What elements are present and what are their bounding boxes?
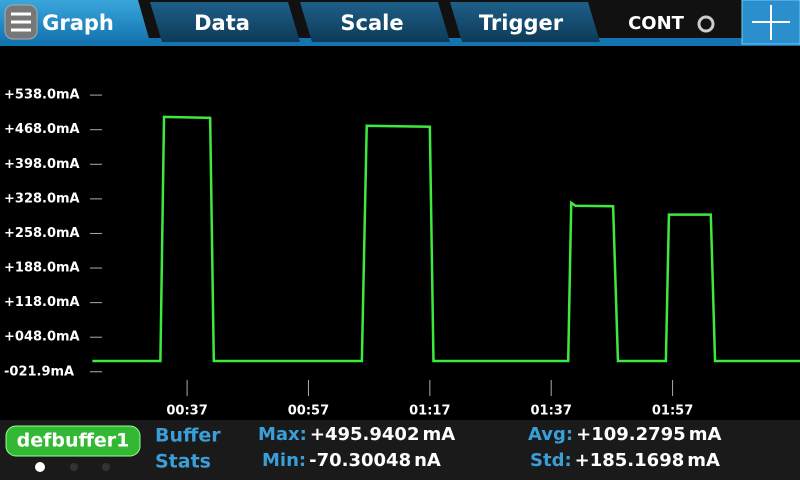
stats-title: Buffer — [155, 425, 221, 447]
x-tick-label: 00:57 — [288, 404, 329, 419]
tab-label: Trigger — [479, 11, 564, 35]
stat-value: +109.2795 — [576, 424, 686, 445]
stat-label: Std: — [530, 450, 572, 471]
stat-value: +495.9402 — [309, 424, 420, 445]
tab-trigger[interactable] — [450, 2, 600, 42]
page-dot — [70, 463, 78, 471]
tab-label: Graph — [42, 11, 114, 35]
chart: -021.9mA +048.0mA +118.0mA +188.0mA +258.0mA… — [4, 88, 800, 419]
stat: Max: +495.9402 mA — [258, 424, 455, 445]
pan-icon — [752, 5, 790, 40]
tab-label: Data — [194, 11, 250, 35]
data-line — [92, 115, 800, 363]
buffer-name: defbuffer1 — [17, 430, 130, 452]
page-dot — [35, 462, 45, 472]
y-tick-label: +188.0mA — [4, 261, 80, 276]
tab-data[interactable] — [150, 2, 300, 42]
y-tick-label: +118.0mA — [4, 295, 80, 310]
stat: Std: +185.1698 mA — [530, 450, 720, 471]
menu-icon — [11, 12, 31, 32]
y-tick-label: +398.0mA — [4, 157, 80, 172]
stat: Avg: +109.2795 mA — [528, 424, 721, 445]
stats-title: Stats — [155, 451, 211, 473]
x-tick-label: 01:17 — [409, 404, 450, 419]
stat-label: Max: — [258, 424, 307, 445]
stat-value: -70.30048 — [309, 450, 412, 471]
stat-label: Avg: — [528, 424, 574, 445]
tab-label: Scale — [340, 11, 403, 35]
tab-scale[interactable] — [300, 2, 450, 42]
stat-unit: mA — [688, 424, 722, 445]
y-tick-label: +048.0mA — [4, 330, 80, 345]
stat-unit: mA — [687, 450, 720, 471]
y-tick-label: +538.0mA — [4, 88, 80, 103]
buffer-button[interactable] — [5, 425, 141, 457]
y-tick-label: +258.0mA — [4, 226, 80, 241]
stat-label: Min: — [262, 450, 307, 471]
stat-unit: mA — [422, 424, 456, 445]
x-tick-label: 01:37 — [531, 404, 572, 419]
y-tick-label: -021.9mA — [4, 364, 74, 379]
mode-label[interactable]: CONT — [628, 13, 685, 34]
x-tick-label: 00:37 — [166, 404, 207, 419]
stat-value: +185.1698 — [574, 450, 685, 471]
stat-unit: nA — [414, 450, 441, 471]
tab-graph[interactable] — [0, 0, 150, 42]
y-tick-label: +328.0mA — [4, 191, 80, 206]
stat: Min: -70.30048 nA — [262, 450, 441, 471]
x-tick-label: 01:57 — [652, 404, 693, 419]
page-dot — [102, 463, 110, 471]
refresh-icon — [697, 15, 715, 33]
y-tick-label: +468.0mA — [4, 122, 80, 137]
